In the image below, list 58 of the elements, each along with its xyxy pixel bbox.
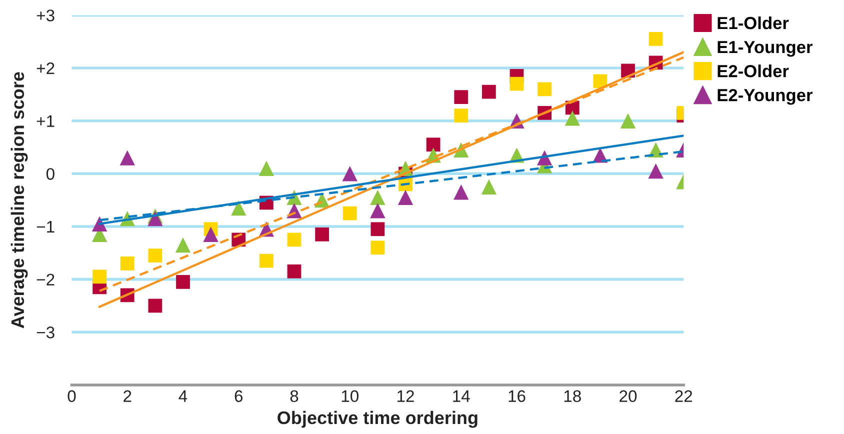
point: [92, 270, 106, 284]
point: [370, 190, 386, 206]
point: [481, 179, 497, 194]
x-tick-label: 12: [398, 390, 414, 402]
point: [370, 240, 385, 255]
x-axis-title: Objective time ordering: [278, 410, 478, 428]
point: [454, 90, 468, 104]
point: [342, 206, 357, 220]
point: [287, 264, 302, 278]
point: [342, 166, 358, 182]
point: [426, 138, 440, 152]
point: [510, 76, 524, 91]
point: [370, 203, 386, 218]
point: [648, 32, 663, 46]
point: [231, 200, 246, 216]
point: [258, 160, 274, 176]
x-tick-label: 6: [234, 390, 243, 402]
y-tick-label: +1: [36, 115, 54, 127]
x-tick-label: 22: [675, 390, 692, 402]
point: [259, 254, 274, 268]
point: [148, 298, 162, 313]
legend-label: E2-Younger: [718, 89, 813, 105]
point: [398, 190, 414, 206]
x-tick-label: 14: [453, 390, 470, 402]
legend-label: E2-Older: [718, 64, 789, 78]
point: [120, 150, 135, 166]
y-tick-label: −1: [36, 221, 54, 233]
point: [370, 222, 385, 236]
point: [203, 226, 218, 242]
legend-label: E1-Older: [718, 16, 789, 30]
y-tick-label: −3: [36, 326, 54, 338]
y-tick-label: 0: [46, 168, 54, 180]
y-axis-title: Average timeline region score: [10, 72, 28, 328]
point: [648, 163, 664, 179]
point: [454, 108, 468, 122]
point: [538, 82, 552, 96]
x-tick-label: 8: [290, 390, 298, 402]
y-tick-label: +2: [36, 62, 54, 74]
x-tick-label: 0: [68, 390, 76, 402]
point: [176, 275, 190, 289]
y-tick-label: −2: [36, 274, 54, 286]
x-tick-label: 10: [342, 390, 358, 402]
point: [148, 248, 162, 262]
point: [120, 256, 134, 270]
point: [620, 113, 636, 128]
point: [564, 110, 580, 126]
legend-label: E1-Younger: [718, 41, 813, 57]
y-tick-label: +3: [36, 10, 54, 22]
point: [454, 184, 469, 200]
point: [287, 232, 302, 247]
x-tick-label: 20: [620, 390, 637, 402]
x-tick-label: 18: [564, 390, 581, 402]
x-tick-label: 2: [124, 390, 132, 402]
x-tick-label: 4: [178, 390, 188, 402]
point: [315, 227, 330, 242]
point: [175, 237, 191, 253]
point: [482, 84, 496, 99]
x-tick-label: 16: [508, 390, 526, 402]
